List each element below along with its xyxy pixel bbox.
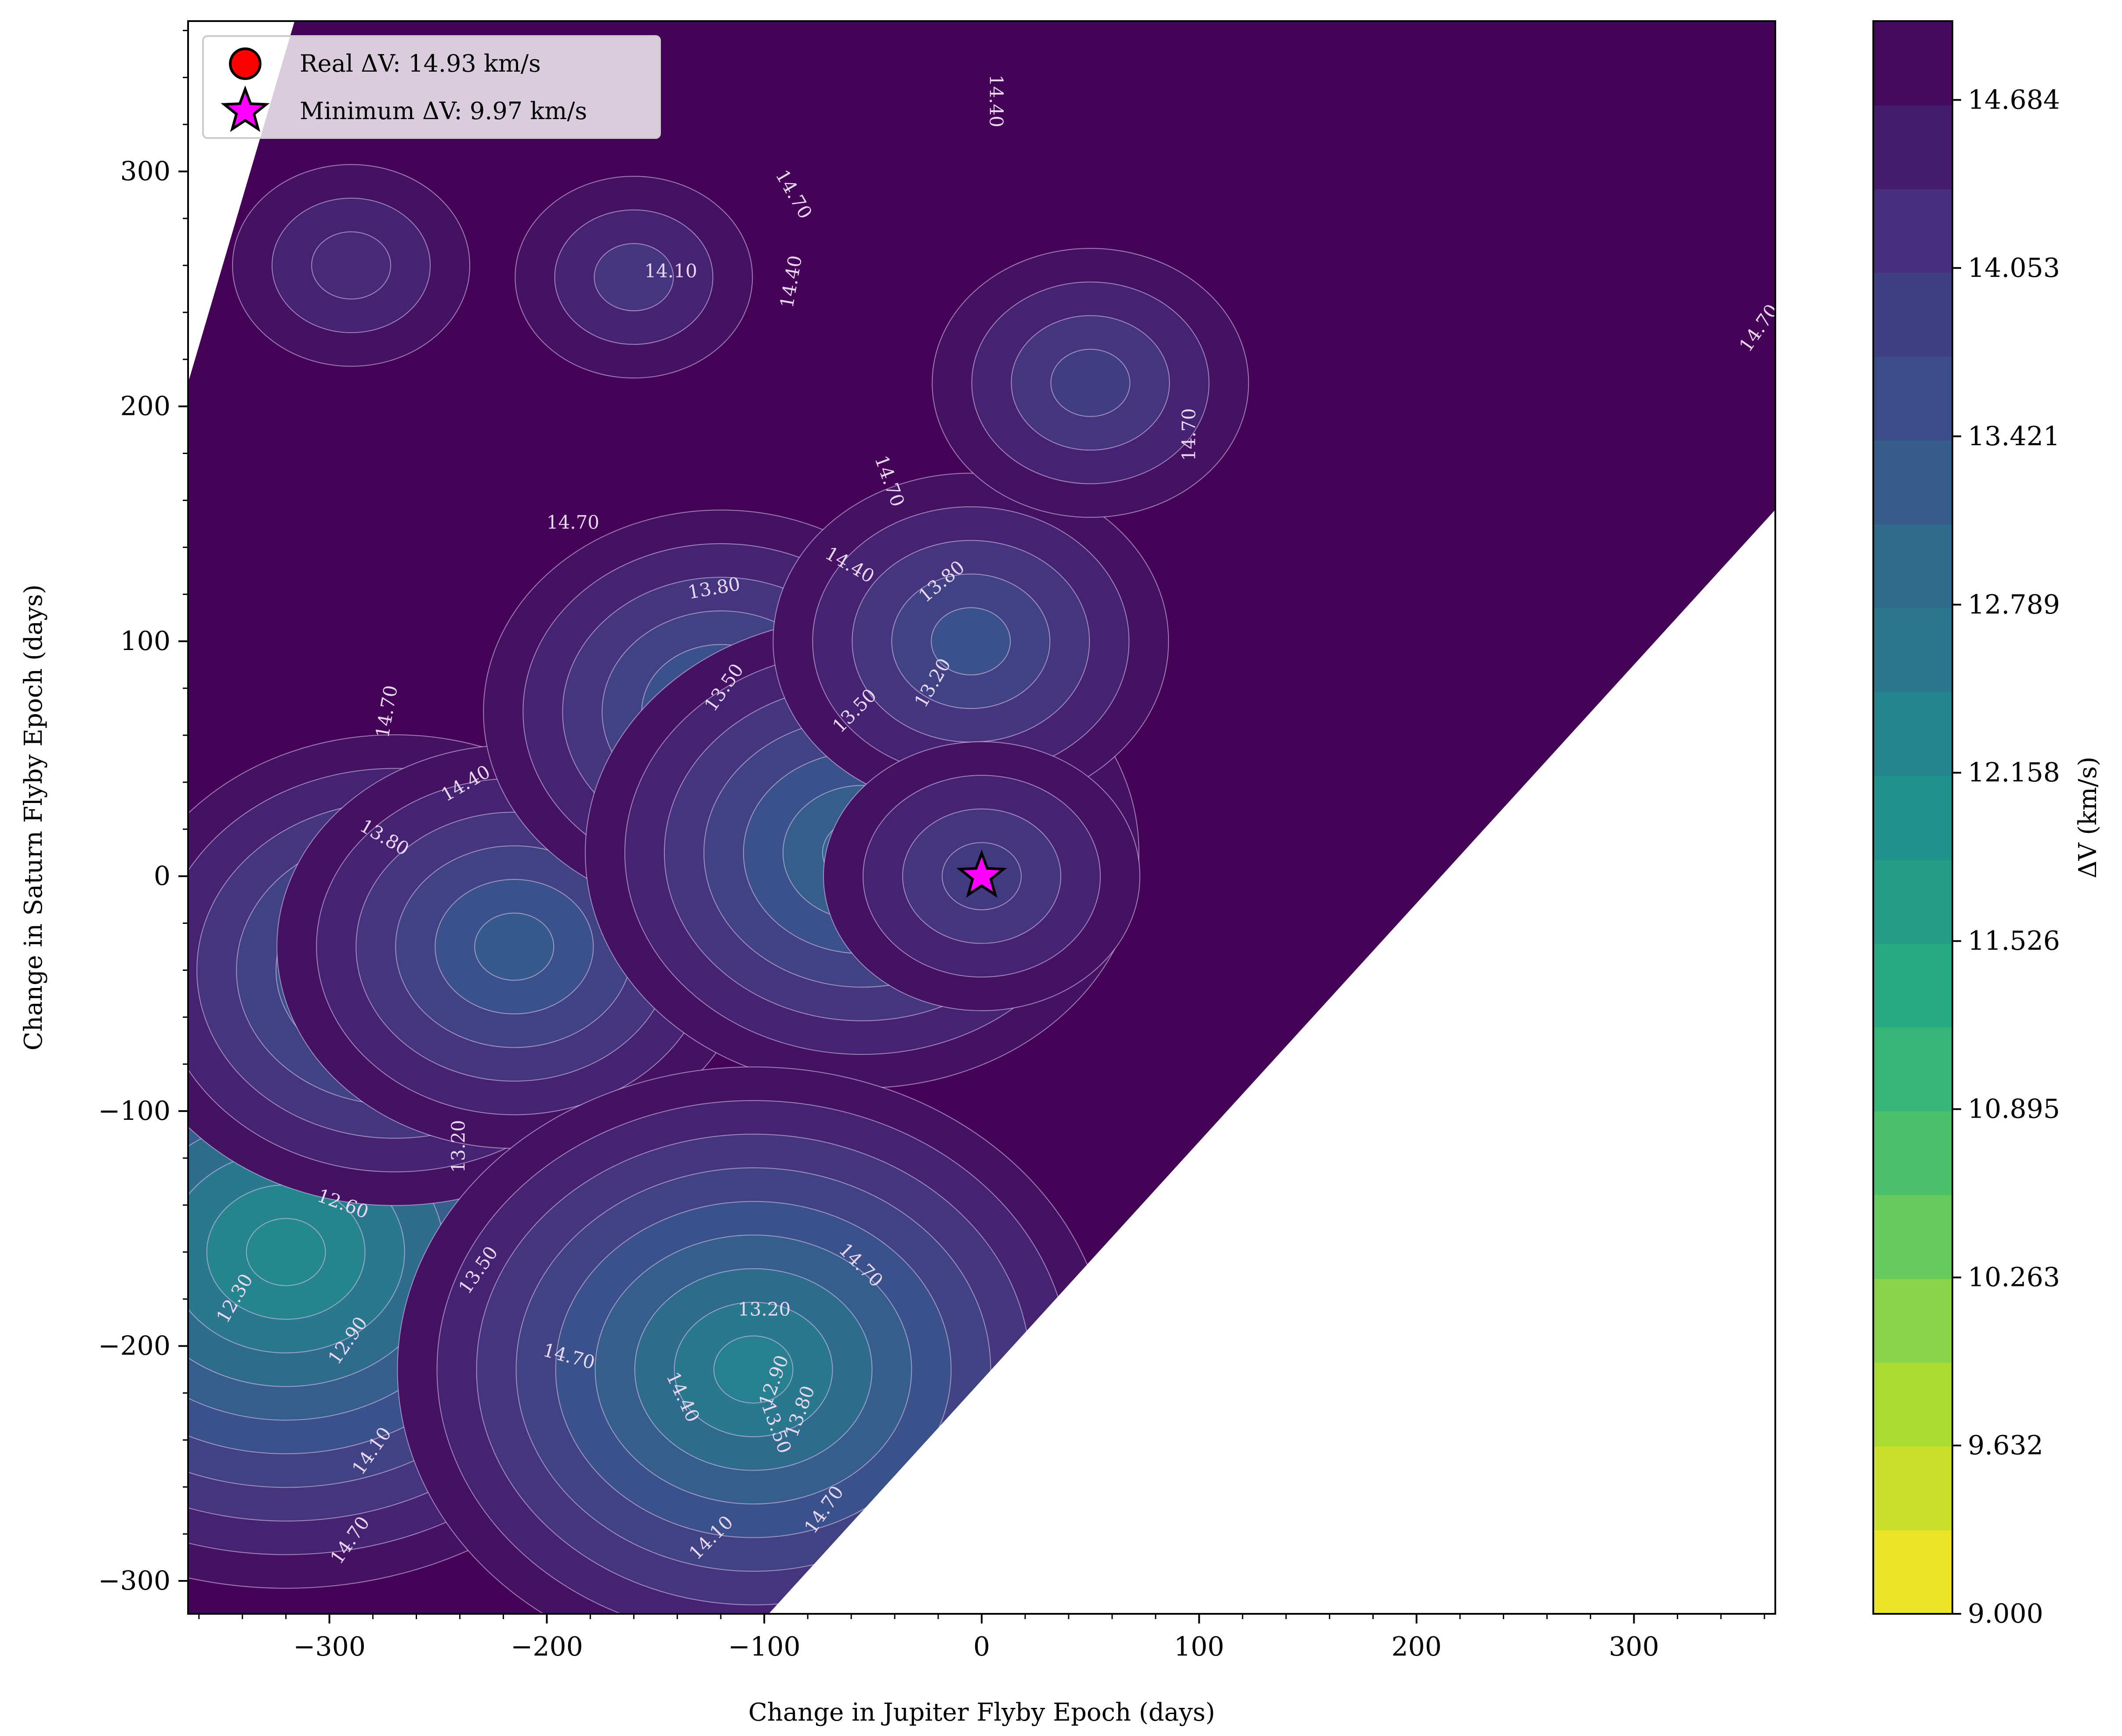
colorbar-tick-label: 14.053	[1968, 253, 2060, 283]
legend-circle-marker	[229, 47, 261, 80]
colorbar-tick-label: 9.632	[1968, 1430, 2043, 1461]
x-tick-label: 0	[973, 1631, 990, 1662]
colorbar-level	[1873, 775, 1952, 860]
colorbar-level	[1873, 1027, 1952, 1111]
contour-label: 14.70	[547, 512, 599, 533]
y-axis: −300 −200 −100 0 100 200 300	[98, 29, 188, 1596]
colorbar-level	[1873, 524, 1952, 609]
colorbar-level	[1873, 1362, 1952, 1447]
colorbar-frame	[1872, 20, 1953, 1615]
contour-band	[474, 912, 555, 981]
x-tick-label: −200	[511, 1631, 583, 1662]
y-tick-label: −100	[98, 1096, 170, 1126]
contour-label: 14.10	[644, 260, 697, 282]
legend: Real ΔV: 14.93 km/s Minimum ΔV: 9.97 km/s	[202, 35, 661, 139]
colorbar-tick-label: 12.789	[1968, 589, 2060, 620]
colorbar-level	[1873, 1111, 1952, 1195]
x-tick-label: 200	[1391, 1631, 1442, 1662]
contour-band	[246, 1218, 326, 1286]
x-tick-label: 300	[1609, 1631, 1659, 1662]
contour-label: 14.40	[986, 75, 1007, 127]
y-tick-label: −200	[98, 1331, 170, 1362]
y-axis-label: Change in Saturn Flyby Epoch (days)	[19, 585, 48, 1051]
minimum-dv-marker	[956, 849, 1007, 898]
markers	[956, 849, 1007, 898]
legend-entry-label: Real ΔV: 14.93 km/s	[300, 50, 541, 77]
contour-label: 14.70	[1178, 408, 1200, 461]
colorbar-level	[1873, 1278, 1952, 1363]
colorbar-tick-label: 10.895	[1968, 1094, 2060, 1125]
colorbar-label: ΔV (km/s)	[2074, 756, 2102, 878]
legend-entry-label: Minimum ΔV: 9.97 km/s	[300, 97, 587, 125]
y-tick-label: 0	[154, 861, 170, 892]
colorbar-level	[1873, 943, 1952, 1028]
y-tick-label: −300	[98, 1565, 170, 1596]
contour-label: 13.20	[447, 1120, 469, 1173]
colorbar-tick-label: 14.684	[1968, 84, 2060, 115]
colorbar-level	[1873, 272, 1952, 357]
legend-box	[202, 35, 661, 139]
y-tick-label: 300	[120, 156, 170, 187]
colorbar-level	[1873, 21, 1952, 105]
x-tick-label: −100	[728, 1631, 801, 1662]
y-tick-label: 100	[120, 626, 170, 657]
colorbar-level	[1873, 691, 1952, 776]
colorbar-tick-label: 12.158	[1968, 757, 2060, 788]
contour-band	[1050, 349, 1131, 417]
colorbar-level	[1873, 356, 1952, 441]
colorbar: 9.000 9.632 10.263 10.895 11.526 12.158 12.789…	[1872, 20, 2102, 1629]
colorbar-tick-label: 13.421	[1968, 421, 2060, 452]
x-tick-label: 100	[1174, 1631, 1225, 1662]
field-layer	[188, 164, 1249, 1614]
colorbar-level	[1873, 1530, 1952, 1614]
contour-band	[931, 607, 1011, 676]
x-axis-label: Change in Jupiter Flyby Epoch (days)	[748, 1698, 1215, 1727]
colorbar-level	[1873, 859, 1952, 944]
contour-band	[713, 1335, 794, 1404]
colorbar-level	[1873, 608, 1952, 692]
colorbar-level	[1873, 189, 1952, 273]
contour-band	[311, 231, 392, 300]
y-tick-label: 200	[120, 391, 170, 422]
legend-star-marker	[221, 85, 270, 132]
colorbar-level	[1873, 1446, 1952, 1531]
contour-label: 13.20	[738, 1298, 791, 1320]
colorbar-tick-label: 9.000	[1968, 1598, 2043, 1629]
x-tick-label: −300	[293, 1631, 366, 1662]
colorbar-level	[1873, 440, 1952, 525]
colorbar-tick-label: 11.526	[1968, 926, 2060, 956]
colorbar-tick-label: 10.263	[1968, 1262, 2060, 1293]
colorbar-level	[1873, 105, 1952, 189]
contour-band	[594, 243, 674, 312]
x-axis: −300 −200 −100 0 100 200 300	[198, 1614, 1765, 1662]
colorbar-level	[1873, 1195, 1952, 1279]
